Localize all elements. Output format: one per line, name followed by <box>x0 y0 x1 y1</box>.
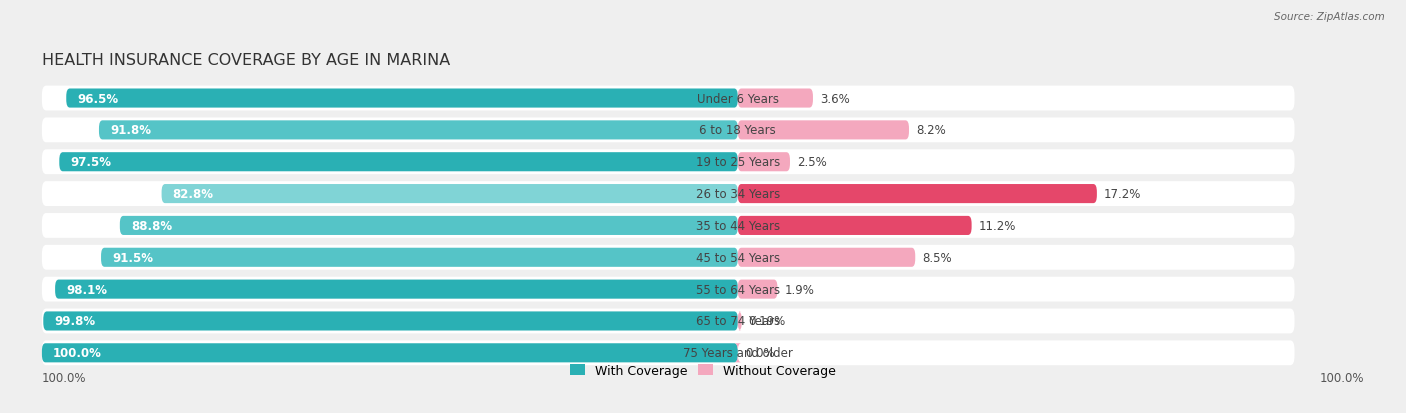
FancyBboxPatch shape <box>55 280 738 299</box>
Text: 88.8%: 88.8% <box>131 219 172 233</box>
Text: HEALTH INSURANCE COVERAGE BY AGE IN MARINA: HEALTH INSURANCE COVERAGE BY AGE IN MARI… <box>42 53 450 68</box>
FancyBboxPatch shape <box>44 312 738 331</box>
FancyBboxPatch shape <box>42 86 1295 111</box>
Text: 82.8%: 82.8% <box>173 188 214 201</box>
Text: 100.0%: 100.0% <box>1320 371 1364 384</box>
Text: 2.5%: 2.5% <box>797 156 827 169</box>
Text: 97.5%: 97.5% <box>70 156 111 169</box>
FancyBboxPatch shape <box>738 280 778 299</box>
FancyBboxPatch shape <box>42 277 1295 302</box>
Text: 100.0%: 100.0% <box>42 371 86 384</box>
FancyBboxPatch shape <box>59 153 738 172</box>
FancyBboxPatch shape <box>42 309 1295 334</box>
Text: 19 to 25 Years: 19 to 25 Years <box>696 156 780 169</box>
FancyBboxPatch shape <box>738 312 742 331</box>
Legend: With Coverage, Without Coverage: With Coverage, Without Coverage <box>571 364 835 377</box>
Text: 91.5%: 91.5% <box>112 251 153 264</box>
Text: 17.2%: 17.2% <box>1104 188 1142 201</box>
Text: 75 Years and older: 75 Years and older <box>683 347 793 359</box>
Text: 0.19%: 0.19% <box>749 315 786 328</box>
FancyBboxPatch shape <box>42 344 738 363</box>
Text: 35 to 44 Years: 35 to 44 Years <box>696 219 780 233</box>
FancyBboxPatch shape <box>42 182 1295 206</box>
FancyBboxPatch shape <box>734 344 741 363</box>
Text: Under 6 Years: Under 6 Years <box>697 93 779 105</box>
Text: 26 to 34 Years: 26 to 34 Years <box>696 188 780 201</box>
Text: 6 to 18 Years: 6 to 18 Years <box>699 124 776 137</box>
Text: 91.8%: 91.8% <box>110 124 150 137</box>
FancyBboxPatch shape <box>120 216 738 235</box>
FancyBboxPatch shape <box>42 118 1295 143</box>
Text: 96.5%: 96.5% <box>77 93 118 105</box>
FancyBboxPatch shape <box>738 185 1097 204</box>
FancyBboxPatch shape <box>738 153 790 172</box>
Text: 100.0%: 100.0% <box>53 347 101 359</box>
FancyBboxPatch shape <box>98 121 738 140</box>
FancyBboxPatch shape <box>738 89 813 108</box>
Text: 45 to 54 Years: 45 to 54 Years <box>696 251 780 264</box>
FancyBboxPatch shape <box>101 248 738 267</box>
Text: 98.1%: 98.1% <box>66 283 107 296</box>
FancyBboxPatch shape <box>738 216 972 235</box>
Text: 55 to 64 Years: 55 to 64 Years <box>696 283 780 296</box>
Text: 3.6%: 3.6% <box>820 93 849 105</box>
Text: 65 to 74 Years: 65 to 74 Years <box>696 315 780 328</box>
FancyBboxPatch shape <box>162 185 738 204</box>
FancyBboxPatch shape <box>738 248 915 267</box>
Text: 1.9%: 1.9% <box>785 283 814 296</box>
Text: 11.2%: 11.2% <box>979 219 1017 233</box>
FancyBboxPatch shape <box>42 245 1295 270</box>
Text: 0.0%: 0.0% <box>745 347 775 359</box>
FancyBboxPatch shape <box>738 121 910 140</box>
Text: 8.5%: 8.5% <box>922 251 952 264</box>
Text: 8.2%: 8.2% <box>915 124 946 137</box>
Text: 99.8%: 99.8% <box>55 315 96 328</box>
FancyBboxPatch shape <box>42 150 1295 175</box>
FancyBboxPatch shape <box>42 214 1295 238</box>
Text: Source: ZipAtlas.com: Source: ZipAtlas.com <box>1274 12 1385 22</box>
FancyBboxPatch shape <box>42 341 1295 366</box>
FancyBboxPatch shape <box>66 89 738 108</box>
